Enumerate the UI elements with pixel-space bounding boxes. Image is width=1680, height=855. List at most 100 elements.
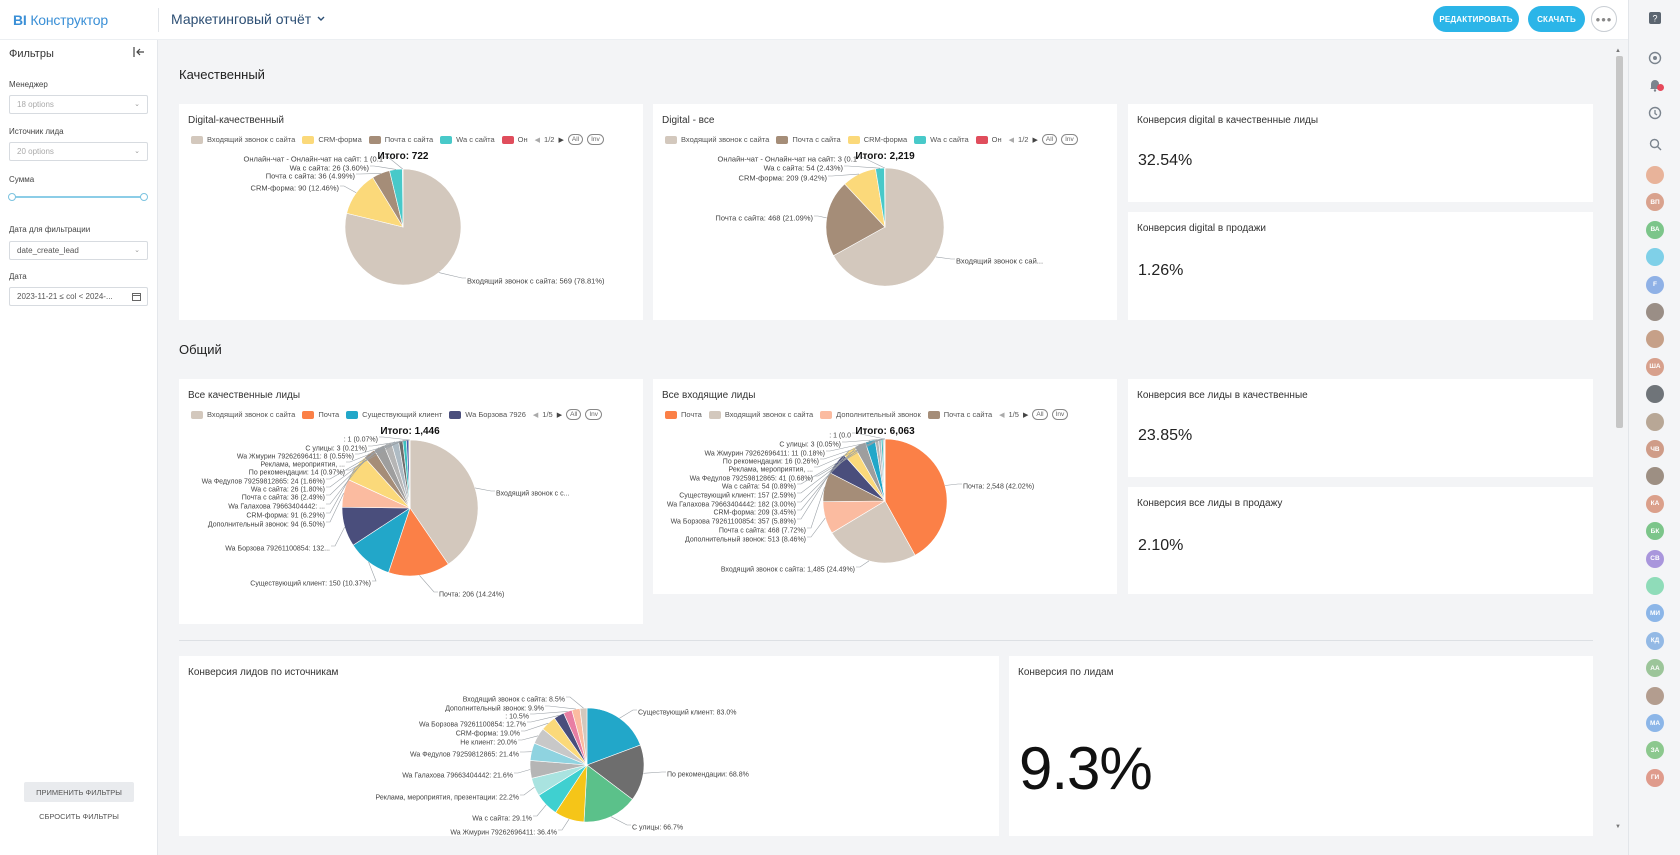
user-avatar[interactable]: ША (1646, 357, 1664, 376)
user-avatar[interactable]: КД (1646, 631, 1664, 650)
next-page-icon[interactable]: ▶ (558, 136, 564, 144)
top-bar: BI Конструктор Маркетинговый отчёт РЕДАК… (0, 0, 1628, 40)
legend-item[interactable]: Он (975, 135, 1002, 144)
legend-item[interactable]: Входящий звонок с сайта (191, 410, 295, 419)
legend-swatch (665, 410, 677, 419)
user-avatar[interactable] (1646, 686, 1664, 705)
legend-all-button[interactable]: All (1041, 134, 1058, 145)
legend-item[interactable]: Входящий звонок с сайта (708, 410, 813, 419)
pie-slice[interactable] (825, 183, 886, 257)
history-icon[interactable] (1647, 105, 1663, 121)
user-avatar[interactable]: ГИ (1646, 768, 1664, 787)
edit-button[interactable]: РЕДАКТИРОВАТЬ (1433, 6, 1519, 32)
legend-all-button[interactable]: All (567, 134, 584, 145)
legend-item[interactable]: Почта с сайта (927, 410, 992, 419)
user-avatar[interactable]: ВП (1646, 193, 1664, 212)
scroll-up-icon[interactable]: ▲ (1615, 48, 1621, 54)
more-options-icon[interactable]: ••• (1591, 6, 1617, 32)
report-title-dropdown[interactable]: Маркетинговый отчёт (171, 11, 325, 27)
legend-inv-button[interactable]: Inv (1051, 409, 1069, 420)
date-filter-select[interactable]: date_create_lead ⌄ (9, 241, 148, 260)
prev-page-icon[interactable]: ◀ (999, 411, 1005, 419)
slice-label: CRM-форма: 91 (6.29%) (246, 513, 325, 520)
user-avatar[interactable]: ВА (1646, 220, 1664, 239)
legend-item[interactable]: CRM-форма (847, 135, 907, 144)
legend-item[interactable]: Почта (302, 410, 339, 419)
user-avatar[interactable]: F (1646, 275, 1664, 294)
legend-item[interactable]: Wa с сайта (440, 135, 495, 144)
legend-all-button[interactable]: All (1032, 409, 1048, 420)
reset-filters-button[interactable]: СБРОСИТЬ ФИЛЬТРЫ (39, 812, 119, 821)
sum-range-slider[interactable] (8, 193, 148, 201)
slice-label: Реклама, мероприятия, презентации: 22.2% (375, 795, 519, 802)
user-avatar[interactable]: МА (1646, 714, 1664, 732)
user-avatar[interactable] (1646, 303, 1664, 321)
legend-item[interactable]: Wa с сайта (914, 135, 969, 144)
legend-item[interactable]: Почта (665, 410, 702, 419)
legend-inv-button[interactable]: Inv (587, 134, 604, 145)
pie-slice[interactable] (583, 764, 633, 823)
user-avatar[interactable] (1646, 166, 1664, 184)
user-avatar[interactable] (1646, 467, 1664, 486)
chart-title: Все входящие лиды (662, 390, 756, 401)
legend-item[interactable]: Почта с сайта (368, 135, 433, 144)
pie-slice[interactable] (409, 439, 479, 565)
download-button[interactable]: СКАЧАТЬ (1528, 6, 1585, 32)
legend-inv-button[interactable]: Inv (585, 409, 603, 420)
manager-select[interactable]: 18 options ⌄ (9, 95, 148, 114)
lead-source-select[interactable]: 20 options ⌄ (9, 142, 148, 161)
user-avatar[interactable]: ЧВ (1646, 440, 1664, 458)
user-avatar[interactable] (1646, 577, 1664, 595)
user-avatar[interactable] (1646, 248, 1664, 267)
user-avatar[interactable] (1646, 412, 1664, 431)
prev-page-icon[interactable]: ◀ (1008, 136, 1015, 144)
legend-item[interactable]: Дополнительный звонок (820, 410, 921, 419)
next-page-icon[interactable]: ▶ (1032, 136, 1038, 144)
slice-label-leader (844, 165, 881, 169)
pie-slice[interactable] (833, 167, 945, 287)
user-avatar[interactable] (1646, 330, 1664, 349)
slice-label: Wa Галахова 79663404442: 182 (3.00%) (667, 502, 796, 509)
legend-item[interactable]: Он (501, 135, 528, 144)
apply-filters-button[interactable]: ПРИМЕНИТЬ ФИЛЬТРЫ (24, 782, 134, 802)
legend-item[interactable]: CRM-форма (302, 135, 362, 144)
user-avatar[interactable]: ЗА (1646, 741, 1664, 760)
user-avatar[interactable]: БК (1646, 522, 1664, 541)
legend-all-button[interactable]: All (566, 409, 582, 420)
legend-item[interactable]: Wa Борзова 7926 (449, 410, 526, 419)
legend-item[interactable]: Существующий клиент (346, 410, 442, 419)
activity-icon[interactable] (1647, 50, 1663, 66)
slice-label-leader (326, 443, 388, 488)
page-scrollbar[interactable]: ▲ ▼ (1614, 48, 1625, 838)
user-avatar[interactable]: СВ (1646, 549, 1664, 568)
search-icon[interactable] (1647, 136, 1663, 152)
legend-item[interactable]: Входящий звонок с сайта (665, 135, 769, 144)
slice-label: CRM-форма: 90 (12.46%) (251, 184, 340, 193)
slider-min-handle[interactable] (8, 193, 16, 201)
legend-item[interactable]: Входящий звонок с сайта (191, 135, 295, 144)
prev-page-icon[interactable]: ◀ (534, 136, 541, 144)
prev-page-icon[interactable]: ◀ (532, 411, 539, 419)
pie-slice[interactable] (586, 744, 645, 800)
user-avatar[interactable] (1646, 385, 1664, 404)
date-range-input[interactable]: 2023-11-21 ≤ col < 2024-... (9, 287, 148, 306)
app-logo[interactable]: BI Конструктор (13, 12, 108, 28)
pie-slice[interactable] (884, 438, 948, 556)
user-avatar[interactable]: АА (1646, 659, 1664, 678)
legend-item[interactable]: Почта с сайта (776, 135, 841, 144)
help-icon[interactable]: ? (1647, 10, 1663, 26)
next-page-icon[interactable]: ▶ (556, 411, 563, 419)
user-avatar[interactable]: КА (1646, 494, 1664, 513)
user-avatar[interactable]: МИ (1646, 604, 1664, 623)
next-page-icon[interactable]: ▶ (1022, 411, 1029, 419)
manager-select-value: 18 options (17, 100, 54, 109)
kpi-card-conversion-by-leads: Конверсия по лидам 9.3% (1009, 656, 1593, 836)
collapse-sidebar-icon[interactable] (133, 46, 145, 61)
pie-slice[interactable] (586, 707, 641, 766)
scrollbar-thumb[interactable] (1616, 56, 1623, 428)
scroll-down-icon[interactable]: ▼ (1615, 824, 1621, 830)
legend-inv-button[interactable]: Inv (1061, 134, 1078, 145)
legend-swatch (708, 410, 721, 419)
pie-slice[interactable] (831, 500, 916, 564)
slider-max-handle[interactable] (140, 193, 148, 201)
